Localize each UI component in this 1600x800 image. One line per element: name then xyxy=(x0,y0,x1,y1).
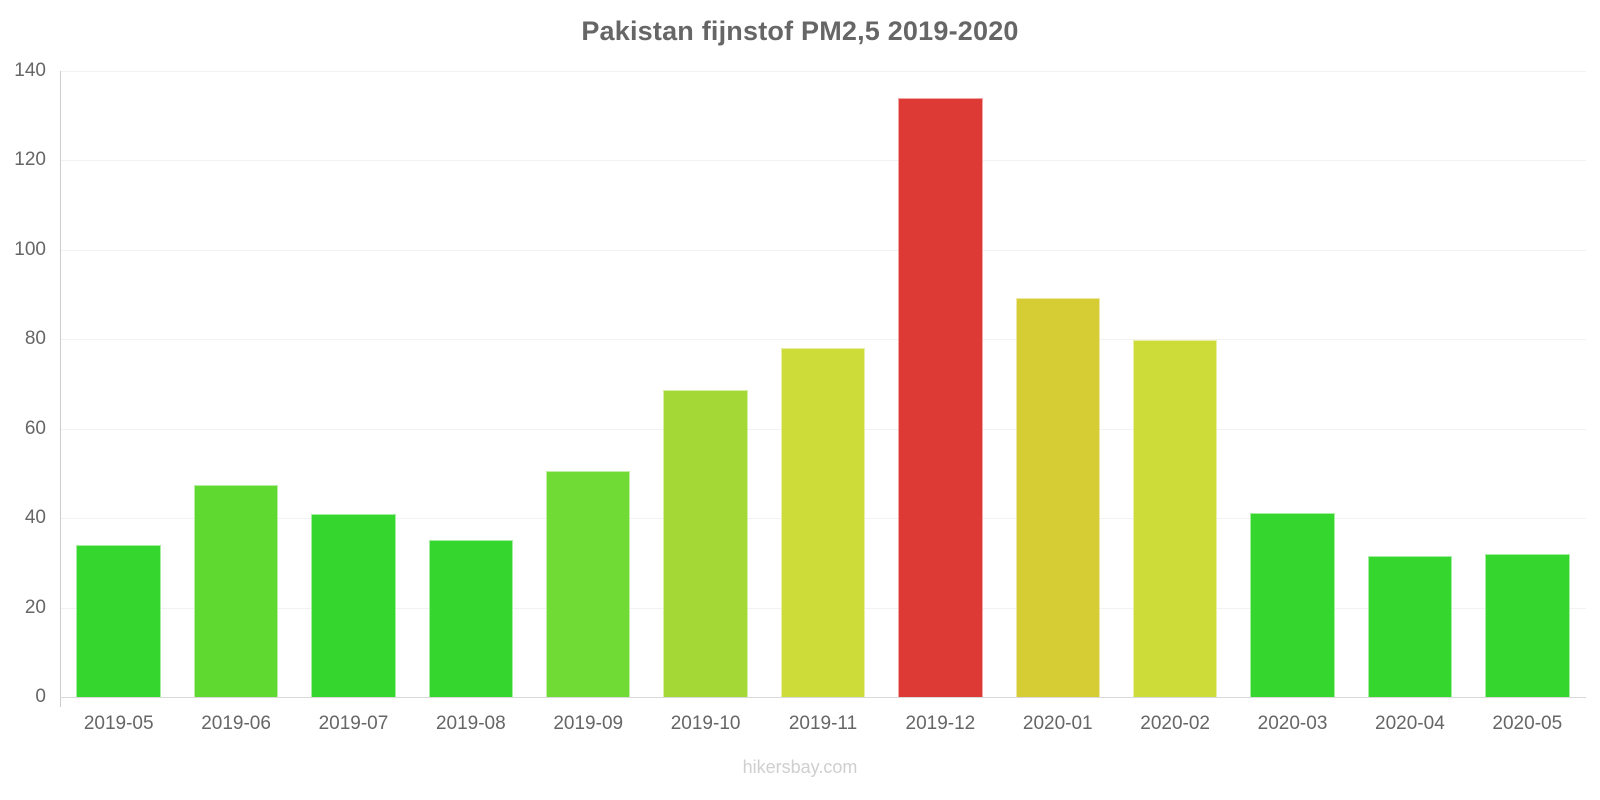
footer-credit: hikersbay.com xyxy=(742,757,858,777)
y-tick-label: 40 xyxy=(24,507,46,529)
y-tick-label: 20 xyxy=(24,596,46,618)
y-axis-line xyxy=(60,71,61,707)
gridline-100 xyxy=(60,249,1586,251)
gridline-120 xyxy=(60,160,1586,162)
x-tick-label: 2020-03 xyxy=(1257,713,1328,734)
bar-2019-05[interactable] xyxy=(76,544,161,697)
bar-2019-06[interactable] xyxy=(193,484,279,697)
bar-2020-05[interactable] xyxy=(1485,553,1570,697)
chart-title: Pakistan fijnstof PM2,5 2019-2020 xyxy=(581,16,1019,46)
gridline-80 xyxy=(60,339,1586,341)
bar-2020-03[interactable] xyxy=(1250,512,1335,697)
x-tick-label: 2020-05 xyxy=(1492,713,1563,734)
bar-2020-01[interactable] xyxy=(1015,298,1101,697)
x-tick-label: 2019-08 xyxy=(435,713,506,734)
bar-2019-09[interactable] xyxy=(545,471,631,697)
x-tick-label: 2019-12 xyxy=(905,713,976,734)
bar-2020-02[interactable] xyxy=(1132,340,1218,697)
y-tick-label: 100 xyxy=(14,238,46,260)
bar-2019-08[interactable] xyxy=(428,539,514,697)
x-tick-label: 2019-05 xyxy=(83,713,154,734)
x-tick-label: 2020-01 xyxy=(1022,713,1093,734)
y-tick-label: 0 xyxy=(35,686,46,707)
x-tick-label: 2020-04 xyxy=(1375,713,1445,734)
bar-2019-11[interactable] xyxy=(780,348,866,697)
x-axis-line xyxy=(60,697,1586,698)
y-tick-label: 80 xyxy=(24,328,46,350)
bar-2019-10[interactable] xyxy=(663,390,748,697)
gridline-140 xyxy=(60,71,1586,72)
x-tick-label: 2019-07 xyxy=(318,713,389,734)
bar-2020-04[interactable] xyxy=(1367,556,1453,697)
bar-series xyxy=(60,71,1586,697)
x-tick-label: 2019-10 xyxy=(670,713,741,734)
bar-2019-07[interactable] xyxy=(311,513,396,697)
y-tick-label: 140 xyxy=(14,60,46,81)
x-tick-label: 2019-09 xyxy=(553,713,624,734)
x-tick-label: 2019-11 xyxy=(788,713,858,734)
y-tick-label: 60 xyxy=(24,417,46,439)
x-tick-label: 2019-06 xyxy=(201,713,271,734)
y-tick-label: 120 xyxy=(14,149,46,171)
x-tick-label: 2020-02 xyxy=(1140,713,1210,734)
bar-2019-12[interactable] xyxy=(898,97,983,697)
x-axis-labels: 2019-05 2019-06 2019-07 2019-08 2019-09 2019-… xyxy=(60,707,1586,737)
